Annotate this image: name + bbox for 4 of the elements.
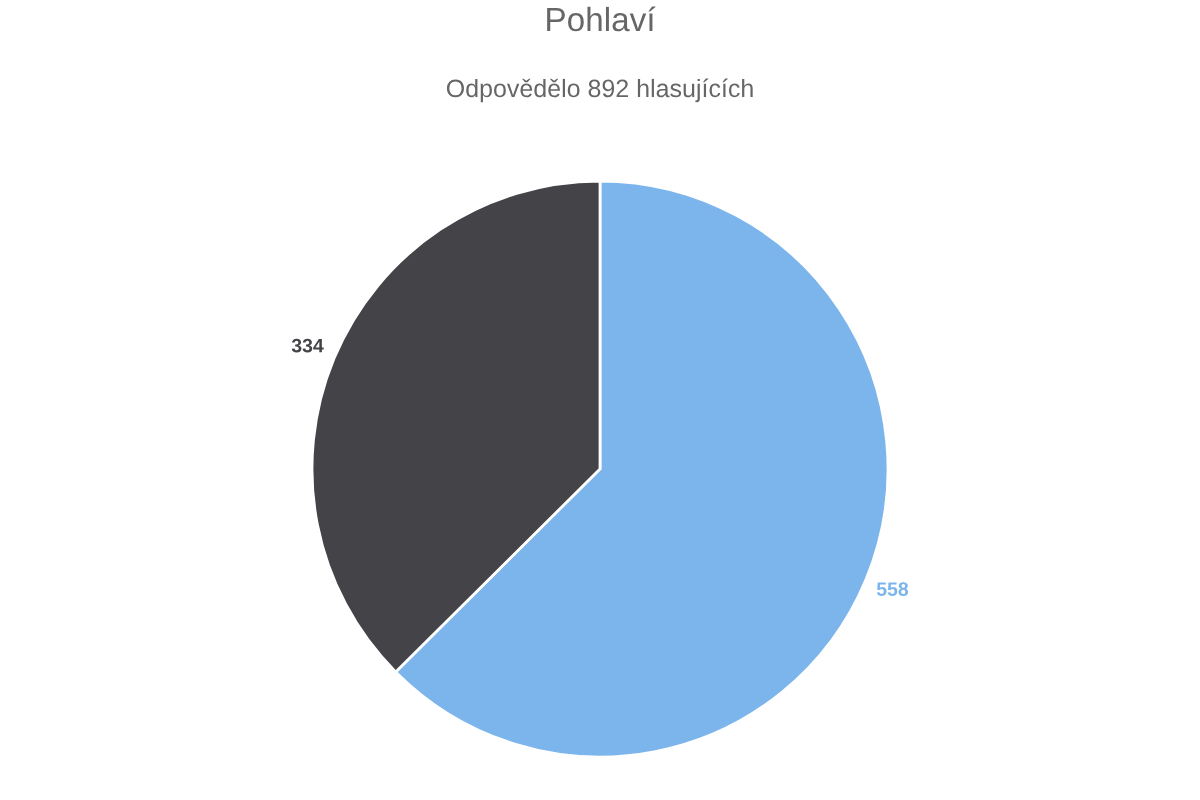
chart-subtitle: Odpovědělo 892 hlasujících — [446, 78, 753, 103]
chart-title: Pohlaví — [547, 6, 656, 32]
data-label: 558 — [876, 582, 909, 596]
data-label: 334 — [291, 338, 324, 353]
